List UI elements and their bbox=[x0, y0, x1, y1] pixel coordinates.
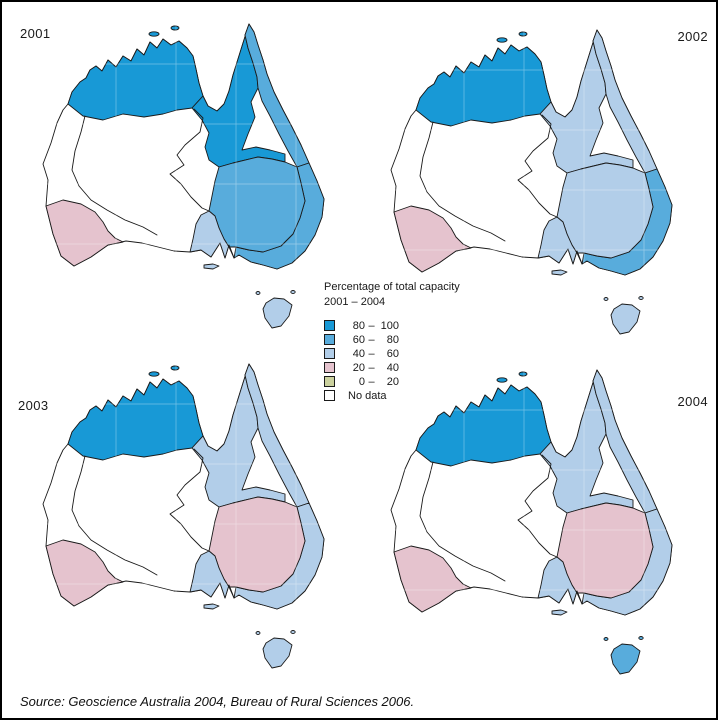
boundary-western-plateau bbox=[71, 115, 158, 236]
legend-swatch bbox=[324, 320, 335, 331]
australia-map-2001 bbox=[42, 22, 325, 334]
legend-swatch bbox=[324, 390, 335, 401]
region-tasmania bbox=[610, 643, 641, 675]
legend-range-label: 20–40 bbox=[352, 361, 399, 374]
legend-swatch bbox=[324, 376, 335, 387]
region-south-west-coast bbox=[45, 199, 124, 267]
legend-swatch bbox=[324, 362, 335, 373]
region-sa-gulf bbox=[537, 556, 583, 605]
australia-map-2004 bbox=[390, 368, 673, 680]
map-2001 bbox=[6, 14, 346, 344]
legend-title-line2: 2001 – 2004 bbox=[324, 296, 386, 308]
bass-strait-islet bbox=[603, 637, 609, 641]
legend-row: 80–100 bbox=[324, 319, 494, 332]
bass-strait-islet bbox=[638, 636, 644, 640]
north-islet bbox=[518, 371, 528, 377]
region-timor-sea-north bbox=[67, 378, 204, 461]
region-tasmania bbox=[262, 297, 293, 329]
source-note: Source: Geoscience Australia 2004, Burea… bbox=[20, 694, 415, 709]
kangaroo-island bbox=[203, 603, 220, 610]
legend-range-label: 0–20 bbox=[358, 375, 399, 388]
region-gulf-carpentaria bbox=[539, 29, 634, 174]
legend-row: 20–40 bbox=[324, 361, 494, 374]
region-gulf-carpentaria bbox=[191, 363, 286, 508]
legend: Percentage of total capacity 2001 – 2004… bbox=[324, 280, 494, 403]
year-label-2001: 2001 bbox=[20, 26, 51, 41]
australia-map-2002 bbox=[390, 28, 673, 340]
legend-row: No data bbox=[324, 389, 494, 402]
legend-rows: 80–100 60–80 40–60 20–40 0–20 No data bbox=[324, 319, 494, 402]
legend-swatch bbox=[324, 348, 335, 359]
north-islet bbox=[148, 371, 160, 377]
graticule bbox=[42, 362, 324, 674]
region-gulf-carpentaria bbox=[539, 369, 634, 514]
graticule bbox=[390, 368, 672, 680]
bass-strait-islet bbox=[290, 630, 296, 634]
graticule bbox=[390, 28, 672, 340]
map-2004 bbox=[354, 360, 694, 690]
kangaroo-island bbox=[203, 263, 220, 270]
region-sa-gulf bbox=[189, 210, 235, 259]
boundary-lake-eyre-basin bbox=[517, 114, 558, 218]
north-islet bbox=[170, 365, 180, 371]
year-label-2004: 2004 bbox=[677, 394, 708, 409]
australia-map-2003 bbox=[42, 362, 325, 674]
boundary-lake-eyre-basin bbox=[169, 448, 210, 552]
boundary-western-plateau bbox=[419, 461, 506, 582]
region-timor-sea-north bbox=[415, 384, 552, 467]
bass-strait-islet bbox=[290, 290, 296, 294]
map-2002 bbox=[354, 20, 694, 350]
kangaroo-island bbox=[551, 269, 568, 276]
bass-strait-islet bbox=[638, 296, 644, 300]
bass-strait-islet bbox=[255, 631, 261, 635]
region-south-west-coast bbox=[393, 545, 472, 613]
north-islet bbox=[496, 37, 508, 43]
kangaroo-island bbox=[551, 609, 568, 616]
legend-label: No data bbox=[348, 389, 387, 402]
legend-row: 40–60 bbox=[324, 347, 494, 360]
region-sa-gulf bbox=[537, 216, 583, 265]
north-islet bbox=[148, 31, 160, 37]
north-islet bbox=[496, 377, 508, 383]
region-sa-gulf bbox=[189, 550, 235, 599]
legend-range-label: 40–60 bbox=[352, 347, 399, 360]
legend-row: 60–80 bbox=[324, 333, 494, 346]
boundary-lake-eyre-basin bbox=[169, 108, 210, 212]
legend-range-label: 60–80 bbox=[352, 333, 399, 346]
bass-strait-islet bbox=[255, 291, 261, 295]
year-label-2002: 2002 bbox=[677, 29, 708, 44]
region-south-west-coast bbox=[393, 205, 472, 273]
region-timor-sea-north bbox=[67, 38, 204, 121]
region-tasmania bbox=[262, 637, 293, 669]
region-tasmania bbox=[610, 303, 641, 335]
legend-row: 0–20 bbox=[324, 375, 494, 388]
year-label-2003: 2003 bbox=[18, 398, 49, 413]
legend-title-line1: Percentage of total capacity bbox=[324, 281, 460, 293]
north-islet bbox=[170, 25, 180, 31]
legend-swatch bbox=[324, 334, 335, 345]
region-south-west-coast bbox=[45, 539, 124, 607]
map-2003 bbox=[6, 354, 346, 684]
boundary-western-plateau bbox=[419, 121, 506, 242]
boundary-western-plateau bbox=[71, 455, 158, 576]
north-islet bbox=[518, 31, 528, 37]
boundary-lake-eyre-basin bbox=[517, 454, 558, 558]
region-timor-sea-north bbox=[415, 44, 552, 127]
legend-range-label: 80–100 bbox=[352, 319, 399, 332]
graticule bbox=[42, 22, 324, 334]
bass-strait-islet bbox=[603, 297, 609, 301]
region-gulf-carpentaria bbox=[191, 23, 286, 168]
